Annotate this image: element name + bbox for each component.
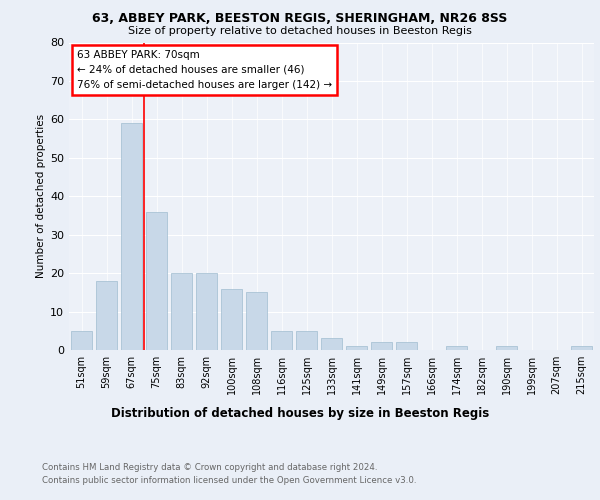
- Text: 63 ABBEY PARK: 70sqm
← 24% of detached houses are smaller (46)
76% of semi-detac: 63 ABBEY PARK: 70sqm ← 24% of detached h…: [77, 50, 332, 90]
- Bar: [296, 331, 317, 350]
- Bar: [71, 331, 92, 350]
- Bar: [321, 338, 342, 350]
- Text: Contains public sector information licensed under the Open Government Licence v3: Contains public sector information licen…: [42, 476, 416, 485]
- Text: Distribution of detached houses by size in Beeston Regis: Distribution of detached houses by size …: [111, 408, 489, 420]
- Y-axis label: Number of detached properties: Number of detached properties: [36, 114, 46, 278]
- Text: Size of property relative to detached houses in Beeston Regis: Size of property relative to detached ho…: [128, 26, 472, 36]
- Bar: [146, 212, 167, 350]
- Bar: [446, 346, 467, 350]
- Bar: [371, 342, 392, 350]
- Bar: [96, 281, 117, 350]
- Text: 63, ABBEY PARK, BEESTON REGIS, SHERINGHAM, NR26 8SS: 63, ABBEY PARK, BEESTON REGIS, SHERINGHA…: [92, 12, 508, 26]
- Bar: [196, 273, 217, 350]
- Bar: [496, 346, 517, 350]
- Bar: [571, 346, 592, 350]
- Bar: [221, 288, 242, 350]
- Bar: [246, 292, 267, 350]
- Text: Contains HM Land Registry data © Crown copyright and database right 2024.: Contains HM Land Registry data © Crown c…: [42, 462, 377, 471]
- Bar: [346, 346, 367, 350]
- Bar: [121, 123, 142, 350]
- Bar: [271, 331, 292, 350]
- Bar: [171, 273, 192, 350]
- Bar: [396, 342, 417, 350]
